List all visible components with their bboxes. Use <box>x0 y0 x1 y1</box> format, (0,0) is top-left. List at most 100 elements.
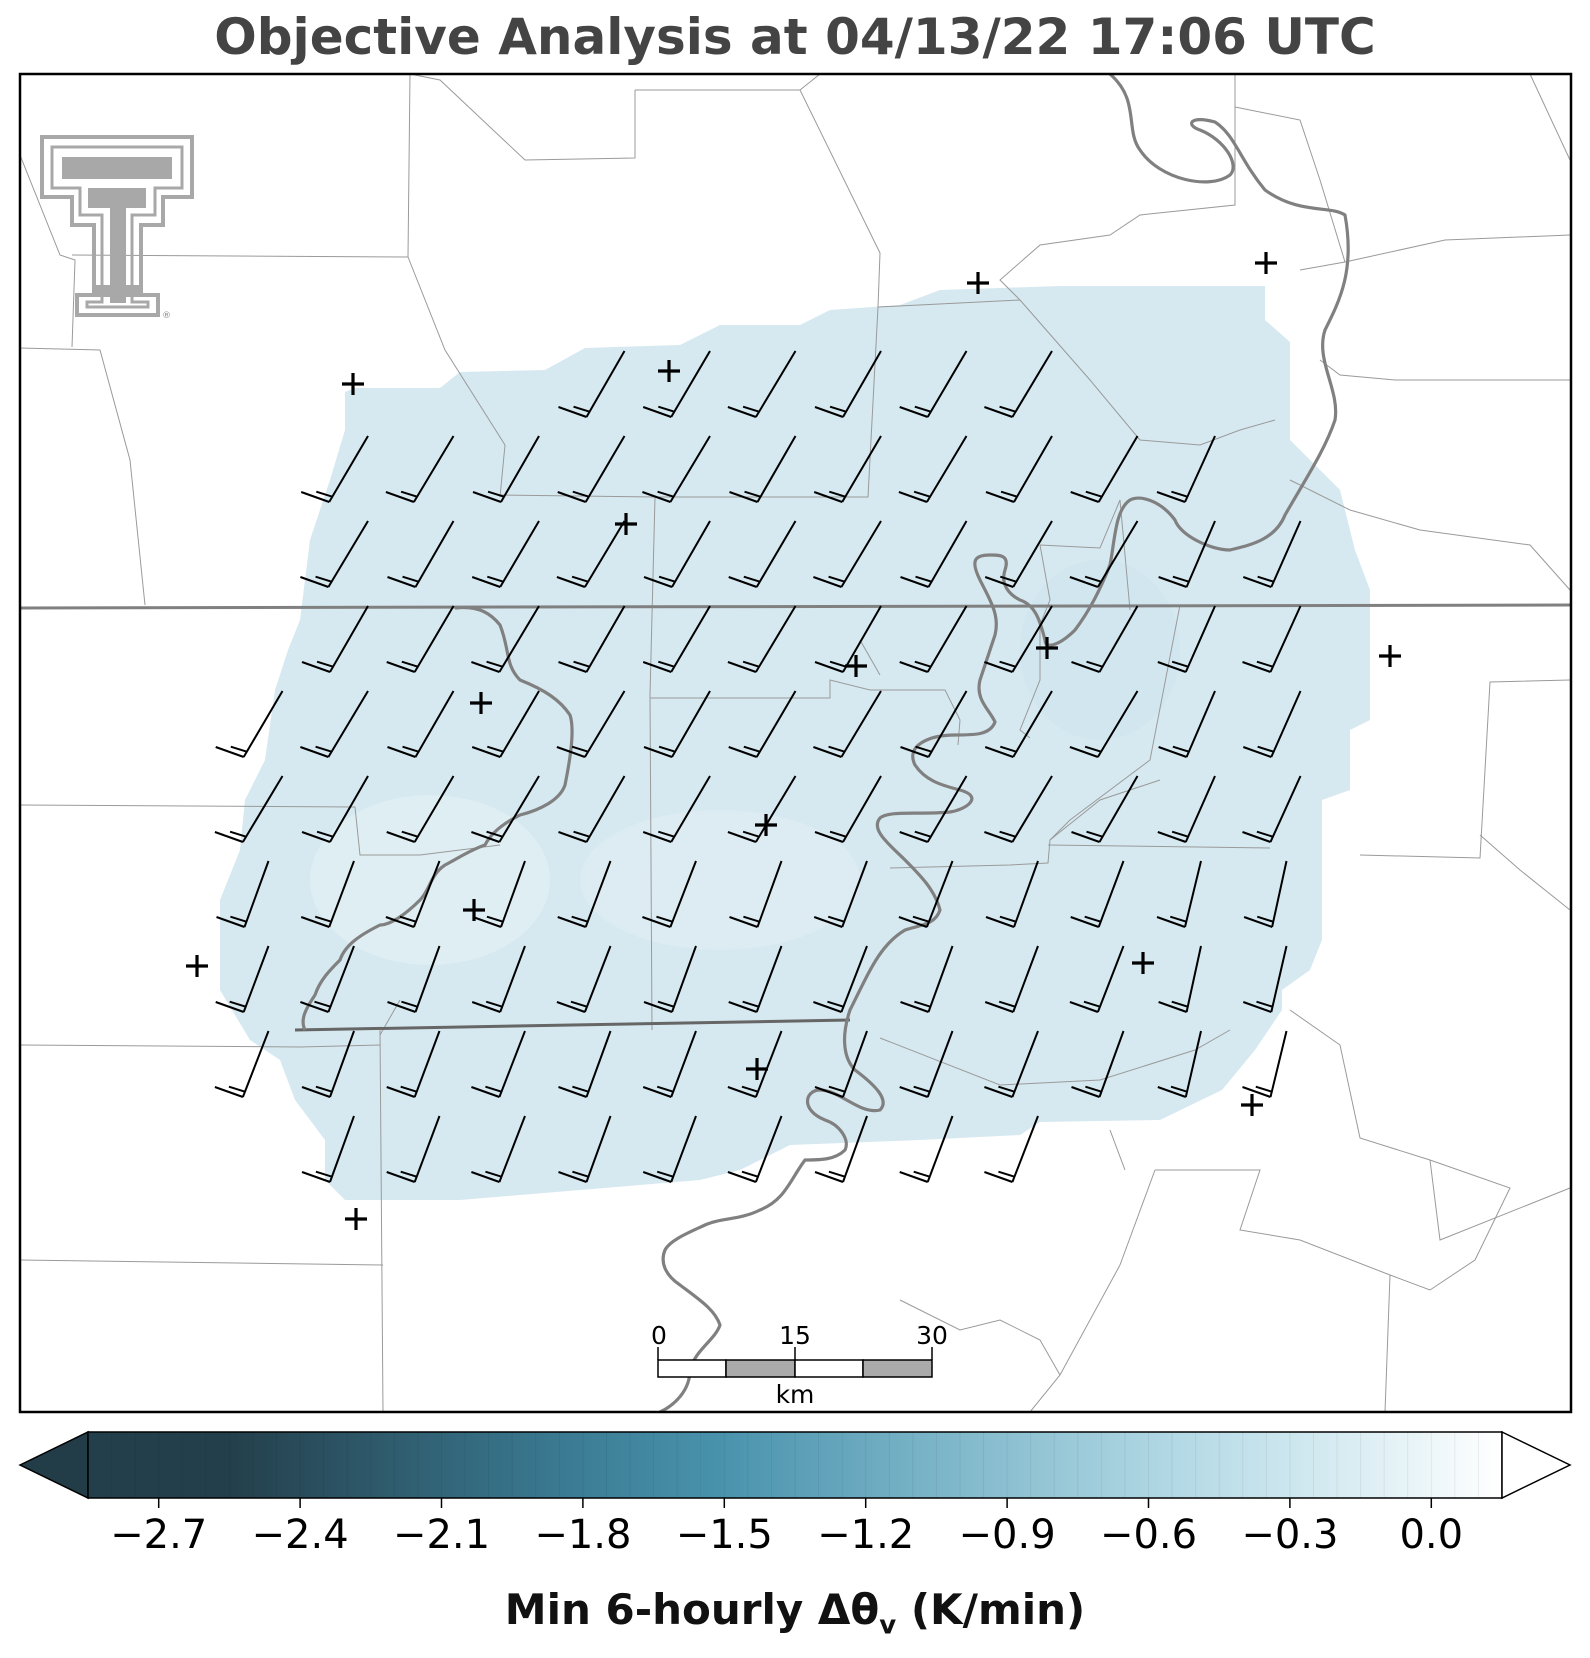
wind-barb <box>385 435 455 503</box>
wind-barb <box>556 945 612 1013</box>
wind-barb <box>386 605 455 673</box>
wind-barb <box>899 775 968 843</box>
scale-label-0: 0 <box>651 1321 667 1350</box>
wind-barb <box>642 605 711 673</box>
station-markers <box>186 252 1401 1230</box>
wind-barb <box>984 1030 1039 1098</box>
wind-barb <box>984 690 1053 758</box>
wind-barb <box>813 690 882 758</box>
wind-barb <box>300 945 355 1013</box>
wind-barb <box>727 1030 783 1098</box>
wind-barb <box>1242 520 1302 588</box>
analysis-field <box>220 286 1370 1200</box>
wind-barb <box>642 350 711 418</box>
wind-barb <box>301 1030 355 1098</box>
wind-barb <box>984 775 1053 843</box>
wind-barb <box>471 690 540 758</box>
colorbar-tick-label: −0.3 <box>1241 1512 1338 1558</box>
wind-barb <box>1157 605 1216 673</box>
colorbar-label-sub: v <box>879 1610 897 1641</box>
wind-barb <box>558 605 626 673</box>
wind-barb <box>1242 605 1302 673</box>
wind-barb <box>1156 860 1202 928</box>
wind-barb <box>472 435 540 503</box>
wind-barb <box>1070 860 1125 928</box>
wind-barb <box>642 775 711 843</box>
scale-seg <box>862 1359 933 1378</box>
wind-barb <box>557 860 612 928</box>
scale-bar: 0 15 30 km <box>651 1321 948 1409</box>
wind-barb <box>216 860 270 928</box>
river-lines <box>301 74 1350 1412</box>
station-marker <box>967 272 989 294</box>
wind-barb <box>1242 1030 1288 1098</box>
colorbar-tick-label: −0.9 <box>959 1512 1056 1558</box>
colorbar-label-units: (K/min) <box>896 1585 1086 1634</box>
wind-barb <box>985 860 1039 928</box>
wind-barb <box>984 1115 1039 1183</box>
wind-barb <box>558 350 626 418</box>
wind-barb <box>1071 775 1139 843</box>
wind-barb <box>728 945 783 1013</box>
wind-barb <box>1156 435 1216 503</box>
wind-barb <box>471 1030 526 1098</box>
wind-barb <box>642 1115 697 1183</box>
wind-barb <box>301 775 369 843</box>
colorbar-label-text: Min 6-hourly Δθ <box>504 1585 880 1634</box>
station-marker <box>345 1208 367 1230</box>
colorbar-tick-label: −2.7 <box>110 1512 207 1558</box>
station-marker <box>658 360 680 382</box>
wind-barb <box>814 605 882 673</box>
wind-barb <box>556 520 626 588</box>
wind-barb <box>471 520 540 588</box>
map-frame <box>18 72 1573 1414</box>
station-marker <box>186 955 208 977</box>
wind-barb <box>1157 775 1216 843</box>
wind-barb <box>984 945 1039 1013</box>
wind-barb <box>985 435 1053 503</box>
station-marker <box>1036 637 1058 659</box>
wind-barb <box>300 860 355 928</box>
wind-barb <box>727 350 797 418</box>
wind-barb <box>898 860 954 928</box>
wind-barb <box>558 1030 612 1098</box>
wind-barb <box>1069 520 1139 588</box>
wind-barb <box>1071 1030 1125 1098</box>
wind-barb <box>300 520 369 588</box>
colorbar-ticks: −2.7 −2.4 −2.1 −1.8 −1.5 −1.2 −0.9 −0.6 −0.3 0.0 <box>110 1432 1479 1558</box>
colorbar-tick-label: −1.5 <box>676 1512 773 1558</box>
wind-barb <box>1243 860 1288 928</box>
wind-barb <box>1158 945 1202 1013</box>
wind-barb <box>642 1030 697 1098</box>
county-boundaries <box>20 74 1571 1412</box>
wind-barb <box>900 690 968 758</box>
wind-barb <box>814 350 882 418</box>
logo-mark: ® <box>162 311 171 321</box>
wind-barb <box>814 1115 868 1183</box>
station-marker <box>615 513 637 535</box>
field-light-patch <box>580 810 860 950</box>
map-panel: ® 0 15 30 km <box>18 72 1573 1414</box>
wind-barb <box>1069 945 1125 1013</box>
wind-barb <box>813 435 882 503</box>
wind-barb <box>1158 520 1216 588</box>
wind-barb <box>386 1030 441 1098</box>
wind-barb <box>727 775 797 843</box>
wind-barb <box>386 1115 441 1183</box>
colorbar: −2.7 −2.4 −2.1 −1.8 −1.5 −1.2 −0.9 −0.6 −0.3 0.0 <box>18 1430 1572 1558</box>
wind-barb <box>984 350 1053 418</box>
wind-barb <box>1157 1030 1202 1098</box>
wind-barb <box>558 775 626 843</box>
wind-barb <box>643 690 711 758</box>
scale-label-15: 15 <box>779 1321 811 1350</box>
wind-barb <box>558 1115 612 1183</box>
station-marker <box>746 1058 768 1080</box>
wind-barb <box>471 1115 526 1183</box>
station-marker <box>1132 952 1154 974</box>
wind-barb <box>1242 945 1288 1013</box>
colorbar-tick-label: −2.1 <box>393 1512 490 1558</box>
wind-barb <box>814 775 882 843</box>
scale-unit: km <box>776 1380 815 1409</box>
wind-barb <box>728 690 797 758</box>
wind-barb <box>643 945 697 1013</box>
